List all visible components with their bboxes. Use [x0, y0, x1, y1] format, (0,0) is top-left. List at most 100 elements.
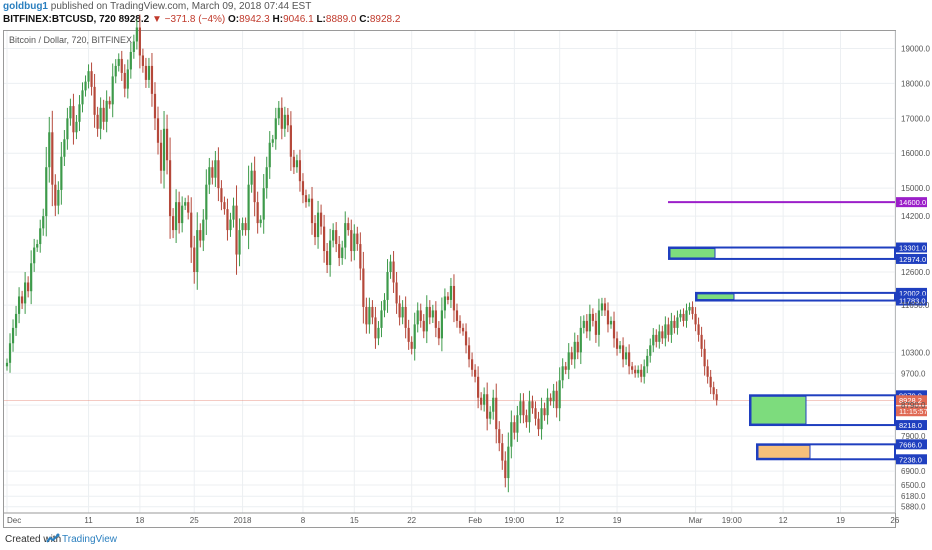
candle-body: [576, 341, 579, 353]
zone-7666-fill: [757, 444, 811, 459]
candle-body: [573, 341, 576, 360]
candle-body: [253, 170, 256, 203]
candle-body: [181, 205, 184, 224]
candle-body: [301, 181, 305, 196]
candle-body: [694, 313, 697, 325]
low-label: L:: [316, 14, 326, 25]
candle-body: [634, 369, 637, 374]
x-tick-label: 12: [779, 516, 788, 525]
candle-body: [570, 352, 573, 360]
candle-body: [108, 100, 111, 105]
candle-body: [673, 320, 676, 328]
candle-body: [150, 65, 154, 94]
time-axis: Dec 11 18 25 2018 8 15 22 Feb 19:00 12 19 Mar 19:00 12…: [7, 516, 900, 525]
candle-body: [24, 282, 27, 304]
candle-body: [45, 167, 48, 217]
candle-body: [126, 69, 129, 89]
candle-body: [531, 401, 534, 409]
candle-body: [558, 380, 561, 409]
x-tick-label: 19:00: [722, 516, 743, 525]
x-tick-label: 22: [407, 516, 416, 525]
candle-body: [205, 184, 208, 220]
candle-body: [42, 216, 45, 229]
candle-body: [555, 390, 558, 409]
last-price: 8928.2: [118, 14, 150, 25]
candle-body: [265, 167, 268, 189]
candle-body: [516, 415, 519, 433]
candle-body: [431, 310, 434, 318]
price-axis: 19000.0 18000.0 17000.0 16000.0 15000.0 14200…: [901, 44, 930, 511]
x-tick-label: 15: [350, 516, 359, 525]
candle-body: [510, 422, 513, 447]
candle-body: [232, 205, 235, 220]
candle-body: [172, 216, 175, 231]
y-tick-label: 11650.0: [901, 301, 930, 310]
candle-body: [437, 327, 440, 339]
candle-body: [235, 205, 238, 255]
candle-body: [612, 320, 616, 339]
candle-body: [211, 167, 214, 178]
candle-body: [87, 71, 90, 82]
candle-body: [217, 160, 220, 189]
candle-body: [190, 212, 193, 248]
annotations: 14600.013301.012974.012002.011783.09070.…: [4, 197, 928, 465]
candle-body: [561, 366, 564, 381]
candle-body: [274, 118, 277, 140]
candle-body: [256, 202, 259, 224]
candle-body: [585, 320, 588, 332]
last-price-tag: 8928.2: [899, 396, 922, 405]
chart-header: goldbug1 published on TradingView.com, M…: [0, 0, 932, 28]
symbol-label: BITFINEX:BTCUSD, 720: [3, 14, 116, 25]
candle-body: [359, 244, 362, 269]
candle-body: [655, 334, 658, 342]
candle-body: [386, 272, 389, 300]
y-tick-label: 19000.0: [901, 44, 930, 53]
candle-body: [304, 195, 308, 203]
candle-body: [75, 121, 78, 133]
candle-body: [51, 132, 54, 185]
candlestick-chart[interactable]: 14600.013301.012974.012002.011783.09070.…: [0, 0, 932, 529]
candle-body: [615, 338, 619, 349]
candle-body: [495, 397, 498, 430]
y-tick-label: 12600.0: [901, 268, 930, 277]
candle-body: [452, 285, 456, 311]
candle-body: [628, 352, 631, 367]
y-tick-label: 17000.0: [901, 114, 930, 123]
candle-body: [401, 306, 404, 318]
candle-body: [72, 106, 75, 133]
zone-13301-fill: [669, 248, 716, 259]
candle-body: [350, 230, 353, 252]
candle-body: [238, 230, 241, 255]
candle-body: [416, 310, 419, 325]
close-label: C:: [359, 14, 370, 25]
candle-body: [528, 401, 531, 423]
candle-body: [649, 345, 652, 356]
high-label: H:: [272, 14, 284, 25]
candle-body: [208, 167, 211, 185]
candle-body: [368, 306, 371, 325]
open-value: 8942.3: [239, 14, 270, 25]
author-link[interactable]: goldbug1: [3, 1, 48, 12]
candle-body: [621, 345, 625, 360]
candle-body: [36, 244, 39, 248]
candle-body: [371, 306, 374, 318]
zone-7666-top-label: 7666.0: [899, 440, 922, 449]
zone-13301-top-label: 13301.0: [899, 244, 926, 253]
candle-body: [591, 313, 594, 321]
y-tick-label: 6500.0: [901, 481, 926, 490]
candle-body: [159, 142, 163, 171]
tradingview-logo-icon: [46, 533, 60, 543]
candle-body: [141, 55, 144, 66]
candle-body: [21, 296, 24, 304]
x-tick-label: 11: [84, 516, 93, 525]
candle-body: [715, 394, 718, 401]
candle-body: [99, 107, 102, 129]
tradingview-brand[interactable]: TradingView: [62, 534, 118, 545]
candle-body: [341, 247, 344, 259]
high-value: 9046.1: [283, 14, 314, 25]
y-tick-label: 10300.0: [901, 348, 930, 357]
candle-body: [54, 184, 57, 206]
countdown-bg: [896, 406, 927, 417]
candle-body: [153, 93, 157, 119]
chart-area[interactable]: [3, 30, 896, 528]
